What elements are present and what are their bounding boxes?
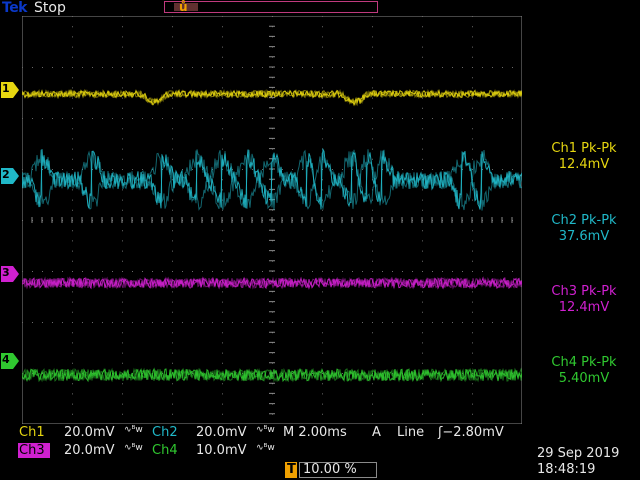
ch2-scale[interactable]: 20.0mV [196, 425, 247, 440]
ch3-measurement-value: 12.4mV [558, 300, 610, 315]
ch2-trace [22, 147, 522, 211]
status-bar: Ch1 20.0mV ∿ᴮw Ch2 20.0mV ∿ᴮw M 2.00ms A… [0, 424, 640, 480]
trigger-source[interactable]: Line [397, 425, 425, 440]
trigger-position-icon: T [287, 462, 296, 477]
ch3-marker[interactable]: 3 [1, 266, 19, 282]
ch4-measurement-title: Ch4 Pk-Pk [551, 355, 617, 370]
ch2-marker[interactable]: 2 [1, 168, 19, 184]
ch4-measurement-value: 5.40mV [558, 371, 610, 386]
ch2-measurement-title: Ch2 Pk-Pk [551, 213, 617, 228]
ch4-scale[interactable]: 10.0mV [196, 443, 247, 458]
ch3-measurement-title: Ch3 Pk-Pk [551, 284, 617, 299]
time-display: 18:48:19 [537, 462, 596, 477]
ch2-label[interactable]: Ch2 [152, 425, 178, 440]
ch1-label[interactable]: Ch1 [19, 425, 45, 440]
date-display: 29 Sep 2019 [537, 446, 620, 461]
ch1-measurement-value: 12.4mV [558, 157, 610, 172]
record-window-indicator [174, 3, 198, 11]
timebase[interactable]: M 2.00ms [283, 425, 347, 440]
acquisition-status: Stop [34, 0, 66, 16]
ch2-measurement-value: 37.6mV [558, 229, 610, 244]
ch3-label[interactable]: Ch3 [19, 443, 45, 458]
ch4-label[interactable]: Ch4 [152, 443, 178, 458]
ch3-coupling-icon: ∿ᴮw [124, 443, 143, 453]
ch4-marker[interactable]: 4 [1, 353, 19, 369]
ch2-coupling-icon: ∿ᴮw [256, 425, 275, 435]
ch4-trace [22, 367, 522, 383]
ch1-trace [22, 88, 522, 107]
waveform-graticule [22, 16, 522, 424]
trigger-level[interactable]: ʃ−2.80mV [438, 425, 504, 440]
ch4-coupling-icon: ∿ᴮw [256, 443, 275, 453]
record-length-bar [164, 1, 378, 13]
brand-logo: Tek [2, 0, 28, 16]
trigger-source-label: A [372, 425, 381, 440]
ch3-trace [22, 276, 522, 290]
ch1-scale[interactable]: 20.0mV [64, 425, 115, 440]
ch1-coupling-icon: ∿ᴮw [124, 425, 143, 435]
ch1-marker[interactable]: 1 [1, 82, 19, 98]
ch1-measurement-title: Ch1 Pk-Pk [551, 141, 617, 156]
trigger-position-value[interactable]: 10.00 % [303, 462, 357, 477]
ch3-scale[interactable]: 20.0mV [64, 443, 115, 458]
grid-center-axes [22, 16, 522, 424]
trigger-position-top-icon: ů [179, 0, 188, 14]
